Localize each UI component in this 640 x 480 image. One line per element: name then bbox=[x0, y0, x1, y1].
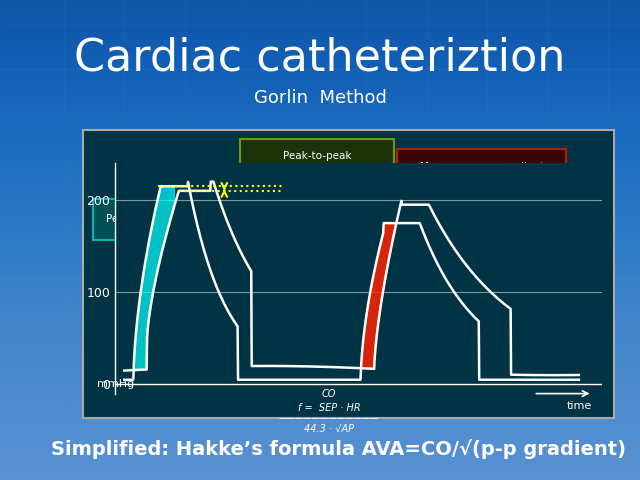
Text: mmHg: mmHg bbox=[97, 379, 135, 389]
Text: Peak-to-peak
pressure gradient: Peak-to-peak pressure gradient bbox=[271, 151, 363, 173]
Text: ————————————: ———————————— bbox=[278, 414, 379, 423]
FancyBboxPatch shape bbox=[240, 139, 394, 185]
Text: Cardiac catheteriztion: Cardiac catheteriztion bbox=[74, 36, 566, 79]
Text: Mean pressure gradient: Mean pressure gradient bbox=[420, 162, 544, 171]
Text: CO: CO bbox=[322, 389, 336, 399]
Text: f =  SEP · HR: f = SEP · HR bbox=[298, 403, 360, 413]
Text: time: time bbox=[566, 401, 591, 411]
Text: 44.3 · √AP: 44.3 · √AP bbox=[304, 423, 354, 433]
FancyBboxPatch shape bbox=[83, 130, 614, 418]
FancyBboxPatch shape bbox=[397, 149, 566, 185]
Text: Gorlin  Method: Gorlin Method bbox=[253, 89, 387, 108]
Text: Simplified: Hakke’s formula AVA=CO/√(p-p gradient): Simplified: Hakke’s formula AVA=CO/√(p-p… bbox=[51, 439, 626, 459]
Text: Peak pressure gradient: Peak pressure gradient bbox=[106, 215, 227, 224]
FancyBboxPatch shape bbox=[93, 199, 240, 240]
